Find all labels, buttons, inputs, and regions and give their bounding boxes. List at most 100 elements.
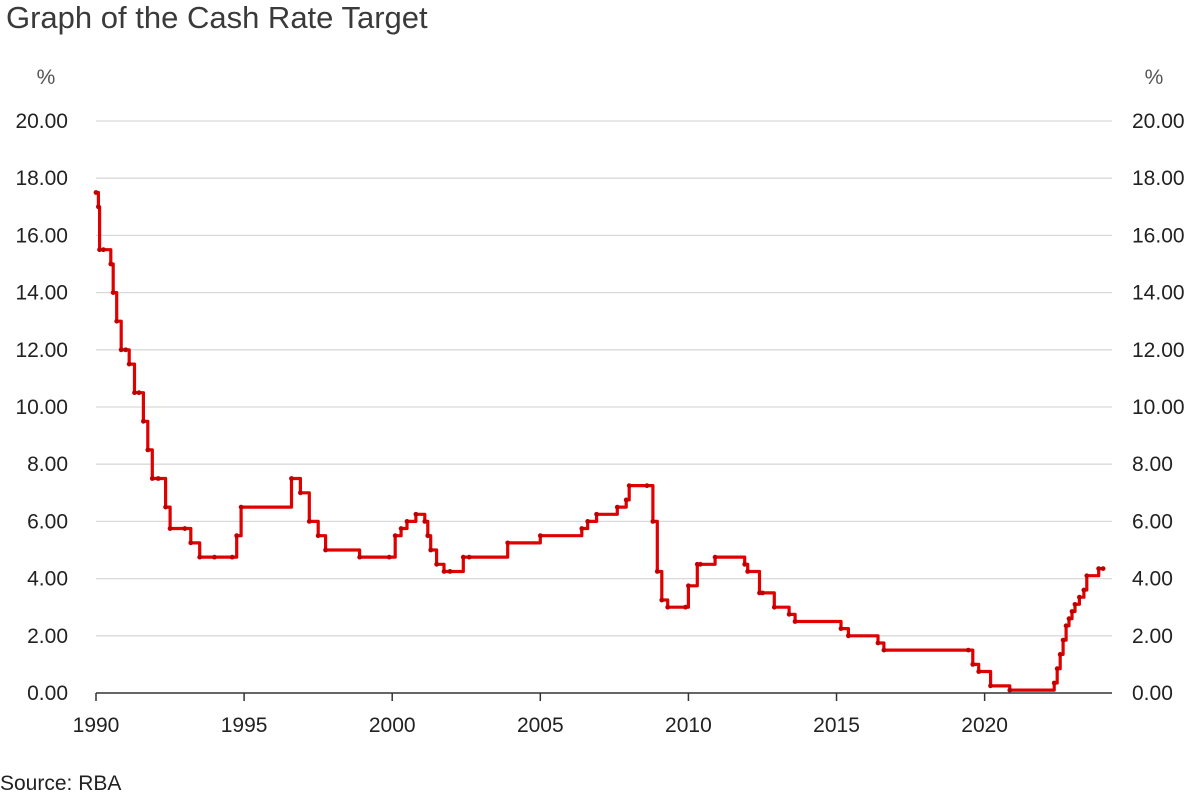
y-tick-label-right: 8.00 (1132, 453, 1173, 476)
data-point (875, 640, 881, 646)
y-tick-label-right: 18.00 (1132, 167, 1185, 190)
data-point (614, 504, 620, 510)
data-point (155, 476, 161, 481)
data-point (357, 554, 363, 560)
data-point (212, 554, 217, 560)
y-tick-label-right: 2.00 (1132, 625, 1173, 648)
data-point (297, 490, 303, 496)
data-point (413, 511, 419, 517)
gridlines (96, 120, 1112, 637)
data-point (392, 533, 398, 539)
y-tick-label-right: 20.00 (1132, 110, 1185, 133)
data-point (460, 554, 466, 560)
data-point (108, 261, 114, 267)
data-point (771, 604, 777, 610)
y-tick-label-left: 4.00 (27, 568, 68, 591)
data-point (792, 619, 798, 624)
data-point (970, 662, 976, 667)
data-point (466, 554, 472, 560)
data-point (289, 476, 294, 481)
data-point (845, 633, 851, 639)
data-point (1057, 651, 1063, 657)
data-point (149, 476, 155, 481)
data-point (654, 569, 660, 574)
cash-rate-chart: 0.00 0.00 2.00 2.00 4.00 4.00 6.00 6.00 8.00 8.00… (15, 66, 1184, 737)
y-unit-label-left: % (37, 66, 56, 89)
data-point (686, 583, 691, 589)
data-point (386, 554, 392, 560)
data-point (537, 533, 543, 539)
data-point (167, 526, 173, 531)
data-point (197, 554, 203, 560)
data-point (623, 497, 629, 503)
tick-labels: 0.00 0.00 2.00 2.00 4.00 4.00 6.00 6.00 8.00 8.00… (15, 66, 1184, 737)
y-tick-label-left: 8.00 (27, 453, 68, 476)
x-tick-label: 1990 (73, 714, 120, 737)
data-point (398, 526, 404, 531)
data-point (594, 511, 599, 517)
data-point (1069, 609, 1075, 614)
data-point (229, 554, 235, 560)
data-point (315, 533, 321, 539)
data-point (976, 669, 982, 674)
data-point (434, 561, 440, 567)
data-point (95, 204, 101, 210)
y-tick-label-right: 0.00 (1132, 682, 1173, 705)
data-point (93, 190, 99, 195)
chart-title: Graph of the Cash Rate Target (6, 0, 428, 35)
data-point (1096, 566, 1102, 571)
data-point (234, 533, 240, 539)
data-point (323, 547, 328, 553)
data-point (1066, 616, 1072, 622)
y-tick-label-left: 12.00 (15, 339, 68, 362)
data-point (136, 390, 142, 396)
axes (95, 692, 1112, 701)
data-point (659, 597, 665, 603)
data-point (644, 483, 650, 489)
y-tick-label-left: 20.00 (15, 110, 68, 133)
data-point (760, 590, 765, 596)
data-point (118, 347, 124, 353)
data-point (306, 519, 312, 524)
data-point (626, 483, 632, 489)
data-point (1051, 680, 1057, 686)
data-point (1100, 566, 1106, 571)
data-point (505, 540, 511, 546)
data-point (1054, 666, 1060, 672)
data-point (683, 604, 688, 610)
data-point (665, 604, 671, 610)
data-point (1081, 587, 1087, 593)
y-unit-label-right: % (1145, 66, 1164, 89)
data-point (163, 504, 169, 510)
data-point (428, 547, 434, 553)
series-line-cash-rate (94, 190, 1105, 692)
data-point (1072, 601, 1078, 607)
y-tick-label-right: 12.00 (1132, 339, 1185, 362)
x-tick-label: 2000 (369, 714, 416, 737)
data-point (712, 554, 718, 560)
data-point (1077, 594, 1082, 600)
data-point (145, 447, 151, 453)
y-tick-label-right: 16.00 (1132, 224, 1185, 247)
data-point (132, 390, 137, 396)
data-point (140, 418, 146, 424)
x-tick-label: 2020 (961, 714, 1008, 737)
data-point (188, 540, 194, 546)
data-point (182, 526, 188, 531)
y-tick-label-right: 6.00 (1132, 510, 1173, 533)
data-point (742, 561, 748, 567)
data-point (126, 361, 132, 367)
data-point (585, 519, 591, 524)
data-point (441, 569, 447, 574)
data-point (965, 647, 971, 653)
data-point (447, 569, 453, 574)
data-point (881, 647, 887, 653)
data-point (404, 519, 410, 524)
y-tick-label-left: 10.00 (15, 396, 68, 419)
y-tick-label-right: 14.00 (1132, 282, 1185, 305)
data-point (425, 533, 431, 539)
x-tick-label: 1995 (221, 714, 268, 737)
data-point (650, 519, 656, 524)
y-tick-label-left: 14.00 (15, 282, 68, 305)
data-point (123, 347, 129, 353)
